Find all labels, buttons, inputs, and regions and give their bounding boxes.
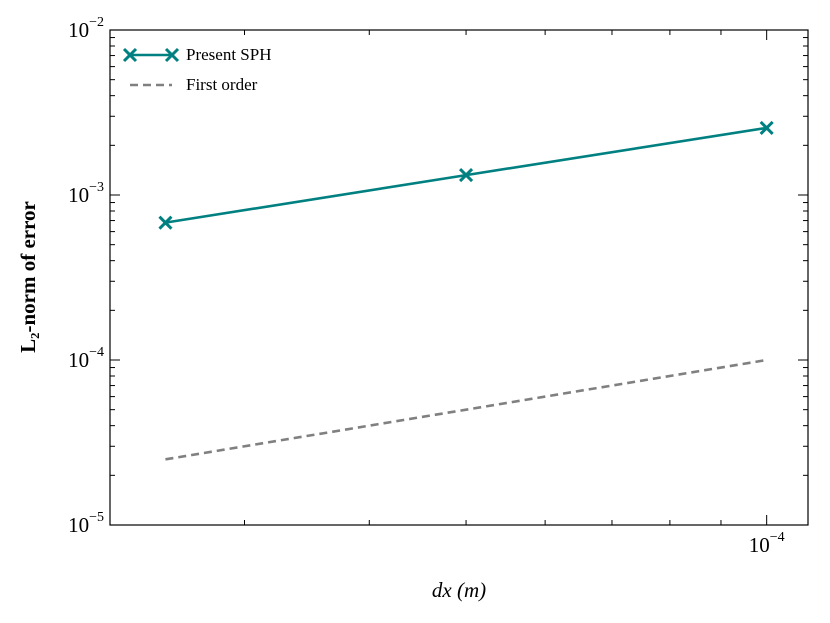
marker — [158, 215, 173, 230]
series-line — [165, 358, 767, 461]
marker — [122, 47, 138, 63]
marker — [164, 47, 180, 63]
y-tick-label: 10−2 — [68, 15, 104, 42]
y-tick-label: 10−5 — [68, 510, 104, 537]
x-axis-label: dx (m) — [432, 578, 486, 602]
marker — [759, 120, 774, 135]
legend-label: Present SPH — [186, 45, 271, 64]
plot-frame — [109, 29, 809, 526]
legend-label: First order — [186, 75, 258, 94]
x-tick-label: 10−4 — [749, 530, 785, 557]
y-axis-label: L₂-norm of error — [16, 201, 40, 353]
y-tick-label: 10−4 — [68, 345, 104, 372]
y-tick-label: 10−3 — [68, 180, 104, 207]
marker — [458, 168, 474, 183]
